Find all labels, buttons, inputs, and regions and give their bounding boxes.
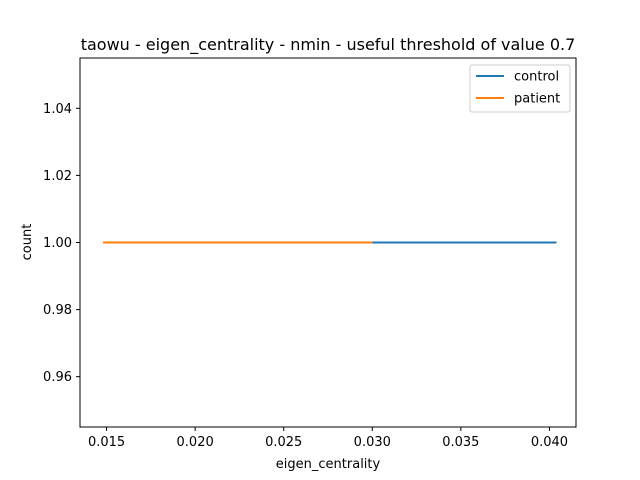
y-axis-label: count — [20, 224, 35, 261]
legend-label-patient: patient — [514, 92, 560, 107]
x-tick-label: 0.035 — [442, 435, 479, 450]
y-tick-label: 1.02 — [43, 169, 72, 184]
y-tick-label: 1.00 — [43, 236, 72, 251]
x-tick-label: 0.030 — [354, 435, 391, 450]
legend: control patient — [469, 64, 571, 113]
x-tick-label: 0.020 — [177, 435, 214, 450]
chart-title: taowu - eigen_centrality - nmin - useful… — [81, 35, 576, 55]
x-tick-label: 0.040 — [531, 435, 568, 450]
x-tick-label: 0.025 — [265, 435, 302, 450]
x-axis-label: eigen_centrality — [276, 457, 381, 472]
x-tick-label: 0.015 — [88, 435, 125, 450]
y-tick-label: 1.04 — [43, 102, 72, 117]
legend-label-control: control — [514, 70, 559, 85]
y-tick-label: 0.98 — [43, 303, 72, 318]
x-axis: 0.015 0.020 0.025 0.030 0.035 0.040 — [88, 427, 568, 450]
y-tick-label: 0.96 — [43, 370, 72, 385]
y-axis: 0.96 0.98 1.00 1.02 1.04 — [43, 102, 80, 385]
